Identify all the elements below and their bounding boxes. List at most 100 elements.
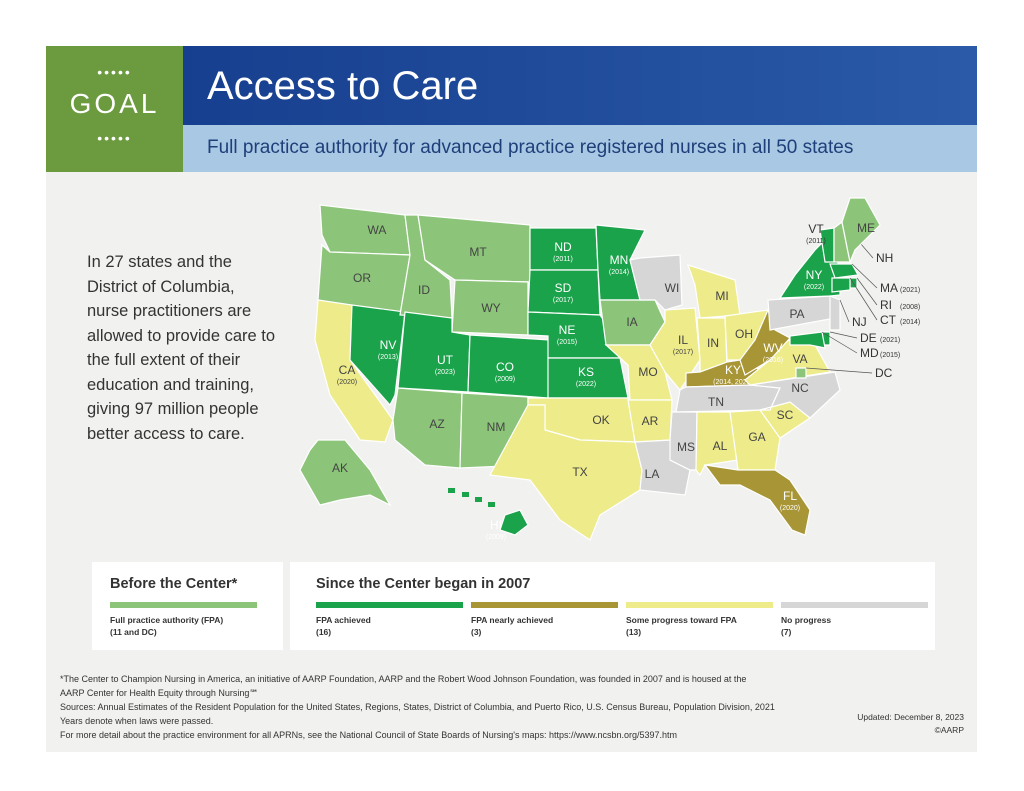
state-label: NJ	[852, 315, 867, 329]
goal-label: GOAL	[69, 88, 160, 119]
state-label: NM	[487, 420, 506, 434]
intro-text: In 27 states and the District of Columbi…	[87, 253, 276, 443]
state-label: WA	[368, 223, 387, 237]
state	[841, 197, 881, 265]
state-label: CO	[496, 360, 514, 374]
state-label: IN	[707, 336, 719, 350]
state-year: (2008)	[900, 304, 920, 311]
legend-swatch	[781, 602, 928, 608]
island	[462, 492, 469, 497]
state-label: AK	[332, 461, 348, 475]
state-year: (2017)	[673, 349, 693, 356]
state	[392, 387, 463, 469]
state-year: (2011)	[553, 256, 573, 263]
footnote: *The Center to Champion Nursing in Ameri…	[60, 674, 747, 684]
legend-item: FPA nearly achieved (3)	[471, 614, 553, 638]
title: Access to Care	[207, 64, 479, 108]
footnote: AARP Center for Health Equity through Nu…	[60, 688, 259, 698]
state-year: (2016)	[763, 357, 783, 364]
state-label: CT	[880, 313, 897, 327]
state-label: VA	[792, 352, 807, 366]
state-label: VT	[808, 222, 824, 236]
footnote: For more detail about the practice envir…	[60, 730, 678, 740]
state-label: WV	[763, 341, 782, 355]
legend-title: Before the Center*	[110, 576, 238, 592]
island	[488, 502, 495, 507]
leader-line	[849, 277, 878, 321]
state-label: WI	[665, 281, 680, 295]
footnotes: *The Center to Champion Nursing in Ameri…	[60, 672, 775, 742]
leader-line	[805, 367, 873, 374]
state	[675, 384, 781, 413]
state	[629, 254, 683, 311]
state-label: AZ	[429, 417, 444, 431]
state-label: MT	[469, 245, 487, 259]
state-label: WY	[481, 301, 500, 315]
legend-count: (3)	[471, 627, 482, 637]
state-label: DE	[860, 331, 877, 345]
state-year: (2009)	[495, 376, 515, 383]
legend-count: (7)	[781, 627, 792, 637]
state-label: UT	[437, 353, 454, 367]
state-label: NC	[791, 381, 809, 395]
state-label: TN	[708, 395, 724, 409]
state-year: (2015)	[557, 339, 577, 346]
state-label: PA	[789, 307, 804, 321]
state	[789, 331, 826, 349]
footnote: Years denote when laws were passed.	[60, 716, 214, 726]
footnote: Sources: Annual Estimates of the Residen…	[60, 702, 775, 712]
legend-count: (13)	[626, 627, 642, 637]
state-label: GA	[748, 430, 765, 444]
state	[299, 439, 392, 507]
state-label: AR	[642, 414, 659, 428]
state-label: OK	[592, 413, 609, 427]
goal-box: ••••• GOAL •••••	[46, 46, 183, 172]
state-label: MO	[638, 365, 657, 379]
state-label: KY	[725, 363, 741, 377]
subtitle-bar: Full practice authority for advanced pra…	[183, 125, 977, 172]
state-year: (2020)	[780, 505, 800, 512]
state-label: SD	[555, 281, 572, 295]
legend-swatch	[471, 602, 618, 608]
state-year: (2009)	[486, 534, 506, 541]
state-label: NH	[876, 251, 893, 265]
legend-item: No progress (7)	[781, 614, 831, 638]
leader-line	[851, 263, 878, 289]
copyright: ©AARP	[934, 725, 964, 735]
state	[649, 307, 701, 392]
subtitle: Full practice authority for advanced pra…	[207, 137, 854, 158]
title-bar: Access to Care	[183, 46, 977, 125]
dots: •••••	[97, 64, 132, 80]
state-label: CA	[339, 363, 356, 377]
leader-line	[856, 277, 878, 306]
legend-title: Since the Center began in 2007	[316, 576, 531, 592]
state-year: (2022)	[804, 284, 824, 291]
state	[319, 204, 411, 256]
legend-item: Some progress toward FPA (13)	[626, 614, 737, 638]
legend-label: Some progress toward FPA	[626, 615, 737, 625]
state	[499, 509, 529, 536]
state-label: DC	[875, 366, 893, 380]
legend-label: FPA nearly achieved	[471, 615, 554, 625]
state-label: FL	[783, 489, 797, 503]
state-year: (2017)	[553, 297, 573, 304]
state-label: OH	[735, 327, 753, 341]
state-label: RI	[880, 298, 892, 312]
state-year: (2021)	[880, 337, 900, 344]
state-label: MA	[880, 281, 898, 295]
state-year: (2013)	[378, 354, 398, 361]
state-label: ME	[857, 221, 875, 235]
legend-before: Before the Center* Full practice authori…	[92, 562, 283, 650]
legend-swatch	[626, 602, 773, 608]
legend-since: Since the Center began in 2007 FPA achie…	[290, 562, 935, 650]
island	[475, 497, 482, 502]
legend-swatch	[316, 602, 463, 608]
state-label: ND	[554, 240, 572, 254]
state-label: IL	[678, 333, 688, 347]
dots: •••••	[97, 130, 132, 146]
state-year: (2014, 2023)	[713, 379, 753, 386]
state-year: (2015)	[880, 352, 900, 359]
leader-line	[821, 331, 858, 354]
state-label: NY	[806, 268, 823, 282]
